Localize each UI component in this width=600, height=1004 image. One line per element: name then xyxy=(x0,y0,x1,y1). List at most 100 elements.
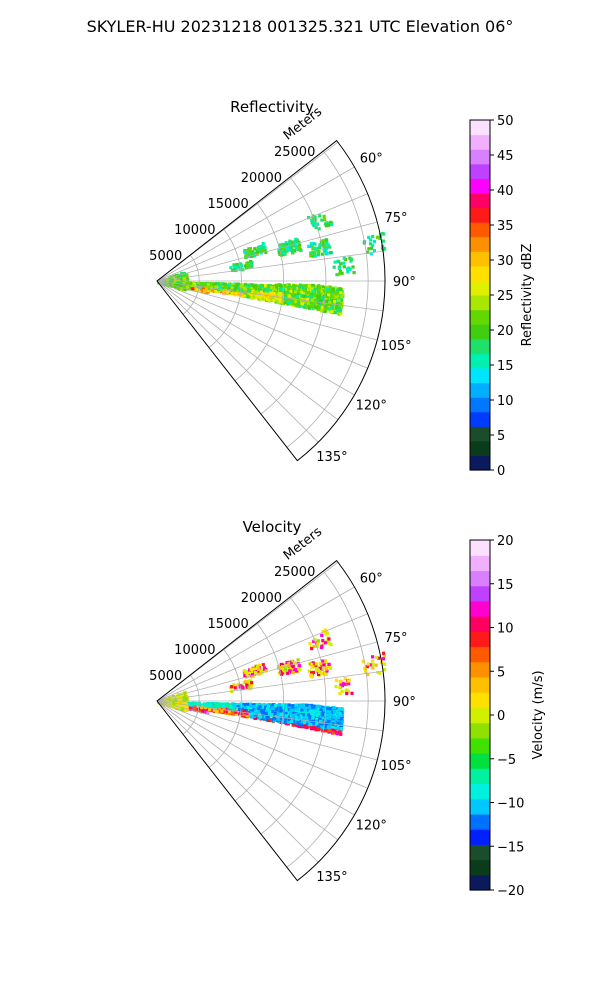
colorbar-segment xyxy=(470,193,490,208)
echo-cell xyxy=(223,290,226,293)
echo-cell xyxy=(272,299,275,302)
echo-cell xyxy=(309,254,312,257)
echo-cell xyxy=(269,293,272,296)
echo-cell xyxy=(285,709,288,712)
echo-cell xyxy=(338,707,341,710)
echo-cell xyxy=(259,296,262,299)
echo-cell xyxy=(275,708,278,711)
echo-cell xyxy=(270,706,273,709)
echo-cell xyxy=(340,295,343,298)
colorbar-segment xyxy=(470,295,490,310)
colorbar-tick-label: 20 xyxy=(497,324,514,339)
echo-cell xyxy=(311,713,314,716)
echo-cell xyxy=(291,704,294,707)
echo-cell xyxy=(317,291,320,294)
echo-cell xyxy=(303,725,306,728)
echo-cell xyxy=(230,286,233,289)
echo-cell xyxy=(369,238,372,241)
velocity-title: Velocity xyxy=(243,518,302,536)
echo-cell xyxy=(294,300,297,303)
echo-cell xyxy=(217,282,220,285)
echo-cell xyxy=(278,703,281,706)
echo-cell xyxy=(246,263,249,266)
range-tick-label: 5000 xyxy=(149,249,182,264)
colorbar-segment xyxy=(470,455,490,470)
echo-cell xyxy=(261,246,264,249)
colorbar-segment xyxy=(470,441,490,456)
reflectivity-title: Reflectivity xyxy=(230,98,314,116)
echo-cell xyxy=(303,289,306,292)
colorbar-segment xyxy=(470,120,490,135)
echo-cell xyxy=(332,731,335,734)
colorbar-segment xyxy=(470,164,490,179)
echo-cell xyxy=(270,286,273,289)
colorbar-segment xyxy=(470,222,490,237)
echo-cell xyxy=(248,251,251,254)
echo-cell xyxy=(255,291,258,294)
echo-cell xyxy=(328,307,331,310)
colorbar-segment xyxy=(470,237,490,252)
echo-cell xyxy=(333,300,336,303)
echo-cell xyxy=(294,290,297,293)
echo-cell xyxy=(259,715,262,718)
echo-cell xyxy=(327,293,330,296)
echo-cell xyxy=(339,308,342,311)
colorbar-tick-label: 35 xyxy=(497,219,514,234)
echo-cell xyxy=(267,285,270,288)
echo-cell xyxy=(248,289,251,292)
echo-cell xyxy=(323,215,326,218)
echo-cell xyxy=(373,249,376,252)
echo-cell xyxy=(338,273,341,276)
echo-cell xyxy=(288,240,291,243)
colorbar-tick-label: 25 xyxy=(497,289,514,304)
echo-cell xyxy=(284,721,287,724)
echo-cell xyxy=(373,240,376,243)
colorbar-segment xyxy=(470,135,490,150)
echo-cell xyxy=(318,705,321,708)
echo-cell xyxy=(314,306,317,309)
echo-cell xyxy=(334,718,337,721)
echo-cell xyxy=(218,286,221,289)
echo-cell xyxy=(229,266,232,269)
velocity-panel: Velocity 500010000150002000025000Meters6… xyxy=(149,518,546,899)
echo-cell xyxy=(243,286,246,289)
azimuth-tick-label: 105° xyxy=(380,339,411,354)
echo-cell xyxy=(289,246,292,249)
colorbar-tick-label: 30 xyxy=(497,254,514,269)
echo-cell xyxy=(305,284,308,287)
echo-cell xyxy=(327,224,330,227)
echo-cell xyxy=(318,214,321,217)
echo-cell xyxy=(253,705,256,708)
echo-cell xyxy=(298,246,301,249)
echo-cell xyxy=(235,293,238,296)
echo-cell xyxy=(318,294,321,297)
echo-cell xyxy=(313,243,316,246)
echo-cell xyxy=(312,705,315,708)
echo-cell xyxy=(256,295,259,298)
echo-cell xyxy=(224,286,227,289)
echo-cell xyxy=(295,707,298,710)
echo-cell xyxy=(305,704,308,707)
echo-cell xyxy=(311,305,314,308)
echo-cell xyxy=(317,253,320,256)
colorbar-segment xyxy=(470,149,490,164)
echo-cell xyxy=(331,291,334,294)
azimuth-tick-label: 60° xyxy=(360,151,383,166)
azimuth-tick-label: 120° xyxy=(356,399,387,414)
echo-cell xyxy=(369,242,372,245)
echo-cell xyxy=(333,266,336,269)
echo-cell xyxy=(252,296,255,299)
echo-cell xyxy=(214,709,217,712)
reflectivity-colorbar-label: Reflectivity dBZ xyxy=(520,244,535,347)
echo-cell xyxy=(257,710,260,713)
echo-cell xyxy=(201,709,204,712)
echo-cell xyxy=(320,290,323,293)
echo-cell xyxy=(325,307,328,310)
echo-cell xyxy=(203,283,206,286)
echo-cell xyxy=(275,285,278,288)
echo-cell xyxy=(264,284,267,287)
echo-cell xyxy=(317,250,320,253)
echo-cell xyxy=(234,265,237,268)
echo-cell xyxy=(295,246,298,249)
